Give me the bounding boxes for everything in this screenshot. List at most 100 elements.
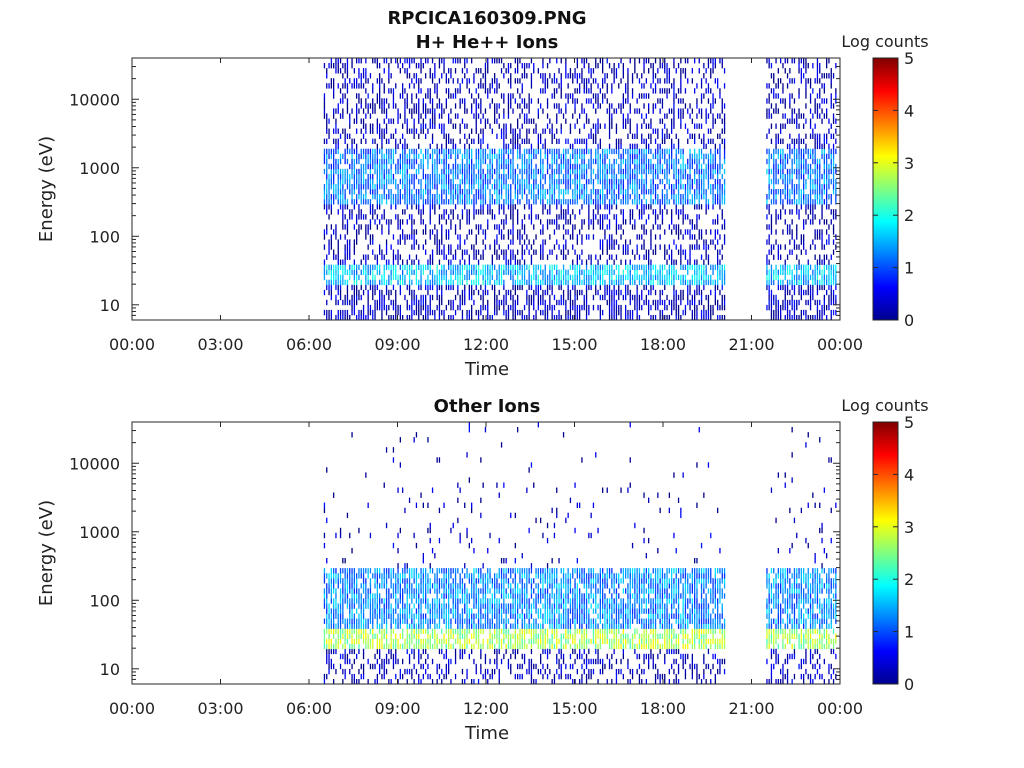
- spectrogram-cell: [634, 224, 636, 230]
- spectrogram-cell: [712, 269, 714, 275]
- spectrogram-cell: [498, 103, 500, 109]
- spectrogram-cell: [641, 234, 643, 240]
- spectrogram-cell: [427, 184, 429, 190]
- spectrogram-cell: [503, 173, 505, 180]
- spectrogram-cell: [542, 294, 544, 301]
- spectrogram-cell: [625, 294, 627, 301]
- spectrogram-cell: [707, 299, 710, 306]
- spectrogram-cell: [402, 93, 404, 99]
- spectrogram-cell: [597, 269, 599, 275]
- spectrogram-cell: [567, 284, 569, 291]
- spectrogram-cell: [657, 199, 659, 205]
- spectrogram-cell: [358, 214, 360, 220]
- spectrogram-cell: [473, 78, 475, 84]
- spectrogram-cell: [648, 143, 650, 150]
- spectrogram-cell: [385, 148, 388, 155]
- spectrogram-cell: [420, 158, 422, 165]
- spectrogram-cell: [517, 209, 519, 215]
- spectrogram-cell: [441, 58, 443, 64]
- spectrogram-cell: [429, 153, 431, 160]
- spectrogram-cell: [636, 204, 638, 210]
- spectrogram-cell: [766, 98, 768, 104]
- spectrogram-cell: [680, 153, 682, 160]
- spectrogram-cell: [641, 153, 643, 160]
- spectrogram-cell: [365, 214, 367, 220]
- spectrogram-cell: [652, 153, 654, 160]
- spectrogram-cell: [592, 199, 595, 205]
- spectrogram-cell: [406, 153, 408, 160]
- spectrogram-cell: [768, 204, 770, 210]
- spectrogram-cell: [505, 194, 507, 200]
- spectrogram-cell: [592, 209, 595, 215]
- spectrogram-cell: [537, 148, 539, 155]
- spectrogram-cell: [369, 153, 372, 160]
- spectrogram-cell: [484, 289, 487, 296]
- spectrogram-cell: [684, 199, 687, 205]
- spectrogram-cell: [510, 274, 512, 281]
- spectrogram-cell: [521, 178, 523, 185]
- spectrogram-cell: [374, 158, 376, 165]
- spectrogram-cell: [503, 299, 505, 306]
- spectrogram-cell: [569, 199, 572, 205]
- spectrogram-cell: [691, 294, 693, 301]
- spectrogram-cell: [461, 315, 464, 320]
- spectrogram-cell: [489, 264, 491, 270]
- spectrogram-cell: [595, 264, 597, 270]
- spectrogram-cell: [365, 184, 367, 190]
- spectrogram-cell: [335, 168, 337, 175]
- spectrogram-cell: [399, 224, 401, 230]
- spectrogram-cell: [471, 304, 473, 311]
- spectrogram-cell: [705, 163, 707, 170]
- spectrogram-cell: [503, 284, 505, 291]
- spectrogram-cell: [599, 315, 601, 320]
- spectrogram-cell: [657, 214, 659, 220]
- spectrogram-cell: [369, 168, 372, 175]
- spectrogram-cell: [503, 249, 505, 255]
- spectrogram-cell: [583, 219, 585, 225]
- spectrogram-cell: [618, 153, 620, 160]
- spectrogram-cell: [443, 153, 445, 160]
- spectrogram-cell: [385, 239, 388, 245]
- spectrogram-cell: [358, 204, 360, 210]
- spectrogram-cell: [682, 249, 684, 255]
- spectrogram-cell: [420, 63, 422, 69]
- spectrogram-cell: [365, 264, 367, 270]
- spectrogram-cell: [434, 108, 436, 114]
- spectrogram-cell: [418, 133, 420, 139]
- spectrogram-cell: [659, 204, 661, 210]
- spectrogram-cell: [491, 58, 493, 64]
- spectrogram-cell: [362, 108, 365, 114]
- spectrogram-cell: [721, 98, 723, 104]
- spectrogram-cell: [395, 168, 397, 175]
- spectrogram-cell: [330, 204, 332, 210]
- spectrogram-cell: [597, 93, 599, 99]
- spectrogram-cell: [376, 143, 378, 150]
- spectrogram-cell: [565, 108, 567, 114]
- spectrogram-cell: [592, 269, 595, 275]
- spectrogram-cell: [671, 214, 673, 220]
- spectrogram-cell: [549, 204, 551, 210]
- spectrogram-cell: [590, 254, 592, 260]
- spectrogram-cell: [583, 78, 585, 84]
- spectrogram-cell: [369, 234, 372, 240]
- spectrogram-cell: [431, 259, 434, 265]
- spectrogram-cell: [358, 289, 360, 296]
- spectrogram-cell: [517, 189, 519, 195]
- spectrogram-cell: [546, 148, 549, 155]
- spectrogram-cell: [496, 224, 498, 230]
- spectrogram-cell: [592, 103, 595, 109]
- spectrogram-cell: [402, 163, 404, 170]
- spectrogram-cell: [641, 168, 643, 175]
- spectrogram-cell: [427, 304, 429, 311]
- spectrogram-cell: [494, 118, 496, 124]
- spectrogram-cell: [344, 128, 346, 134]
- spectrogram-cell: [618, 168, 620, 175]
- spectrogram-cell: [700, 98, 703, 104]
- spectrogram-cell: [588, 274, 590, 281]
- spectrogram-cell: [634, 219, 636, 225]
- spectrogram-cell: [675, 289, 677, 296]
- spectrogram-cell: [694, 274, 696, 281]
- spectrogram-cell: [505, 315, 507, 320]
- spectrogram-cell: [466, 274, 468, 281]
- spectrogram-cell: [567, 158, 569, 165]
